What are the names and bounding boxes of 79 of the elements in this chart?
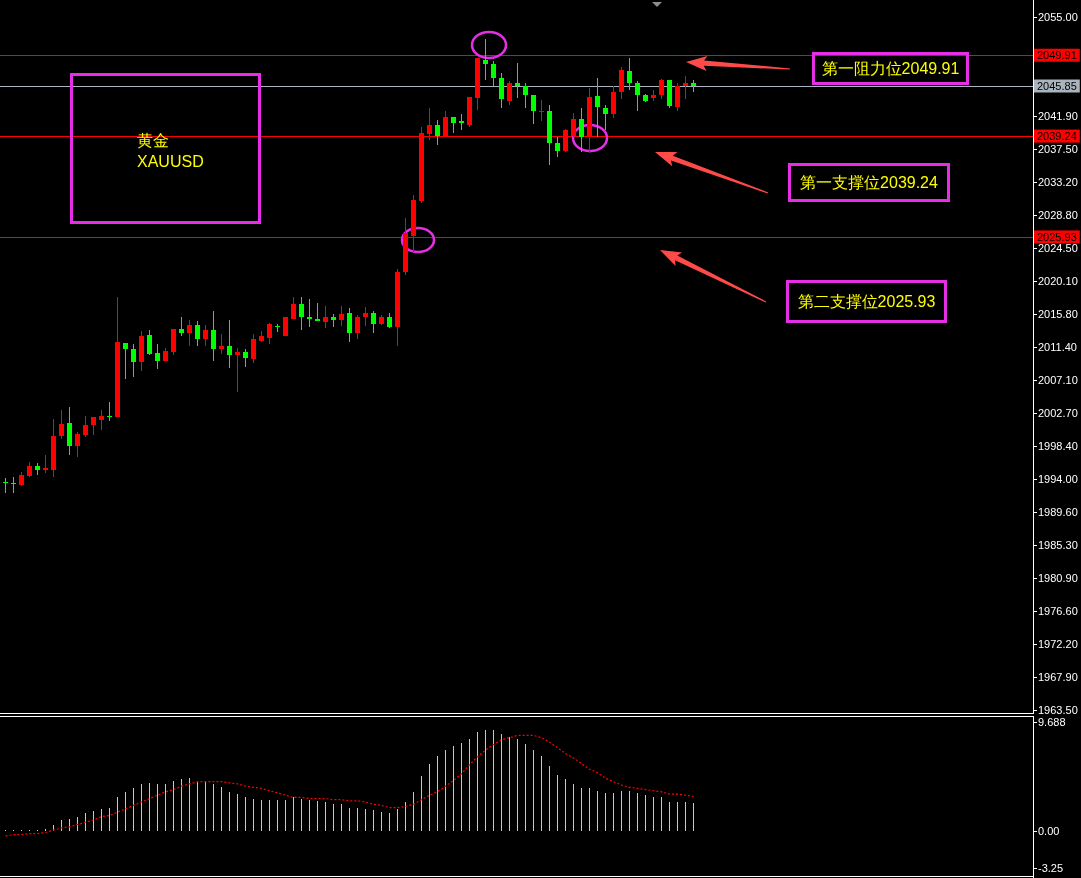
candlestick [675,82,680,112]
y-tick-label: 1972.20 [1038,638,1078,651]
candlestick [491,60,496,87]
candlestick [83,415,88,438]
candlestick [499,73,504,109]
candlestick [507,80,512,106]
y-tick-label: 2020.10 [1038,275,1078,288]
candlestick [43,454,48,474]
candlestick [299,296,304,331]
candlestick [371,310,376,334]
candlestick [523,82,528,109]
candlestick [251,333,256,364]
y-tick-label: -3.25 [1038,861,1064,874]
candlestick [67,406,72,456]
candlestick [339,305,344,327]
candlestick [307,298,312,328]
y-tick-label: 2015.80 [1038,307,1078,320]
y-tick-label: 2055.00 [1038,10,1078,23]
y-tick-label: 0.00 [1038,825,1060,838]
candlestick [291,296,296,320]
candlestick [611,85,616,119]
y-tick-label: 2007.10 [1038,373,1078,386]
candlestick [99,409,104,431]
candlestick [539,99,544,122]
candlestick [147,329,152,356]
y-tick-label: 1998.40 [1038,439,1078,452]
y-tick-label: 2037.50 [1038,143,1078,156]
candlestick [531,94,536,125]
candlestick [515,62,520,99]
candlestick [355,314,360,340]
candlestick [635,80,640,112]
candlestick [627,57,632,91]
y-tick-label: 1994.00 [1038,472,1078,485]
y-tick-label: 2024.50 [1038,241,1078,254]
candlestick [131,343,136,378]
candlestick [603,104,608,131]
text: 黄金 XAUUSD [137,132,204,170]
candlestick [619,66,624,99]
candlestick [211,310,216,362]
y-tick-label: 1963.50 [1038,703,1078,716]
annotation: 第二支撑位2025.93 [797,293,936,310]
y-tick-label: 1976.60 [1038,604,1078,617]
annotation: 第一阻力位2049.91 [821,60,960,77]
y-tick-label: 1967.90 [1038,670,1078,683]
candlestick [227,319,232,369]
candlestick [123,342,128,380]
candlestick [347,307,352,343]
candlestick [179,316,184,337]
candlestick [155,343,160,370]
y-tick-label: 2011.40 [1038,341,1077,354]
line-series [4,734,695,837]
y-tick-label: 1985.30 [1038,538,1078,551]
y-tick-label: 1989.60 [1038,506,1078,519]
ref-line-label: 2025.93 [1037,230,1077,243]
candlestick [595,77,600,138]
candlestick [267,322,272,345]
ref-line-label: 2045.85 [1037,80,1077,92]
y-tick-label: 1980.90 [1038,572,1078,585]
candlestick [75,431,80,458]
candlestick [683,75,688,100]
y-tick-label: 2028.80 [1038,209,1078,222]
candlestick [187,319,192,347]
candlestick [203,324,208,347]
ref-line-label: 2049.91 [1037,49,1077,62]
candlestick [59,409,64,440]
candlestick [195,320,200,347]
y-tick-label: 9.688 [1038,716,1066,728]
candlestick [579,107,584,153]
ref-line-label: 2039.24 [1037,130,1077,143]
annotation: 第一支撑位2039.24 [800,174,939,191]
candlestick [219,333,224,355]
y-tick-label: 2033.20 [1038,175,1078,188]
candlestick [171,328,176,356]
candlestick [659,78,664,99]
candlestick [323,305,328,329]
y-tick-label: 2002.70 [1038,406,1078,419]
candlestick [435,119,440,146]
candlestick [555,136,560,158]
y-tick-label: 2041.90 [1038,109,1078,122]
